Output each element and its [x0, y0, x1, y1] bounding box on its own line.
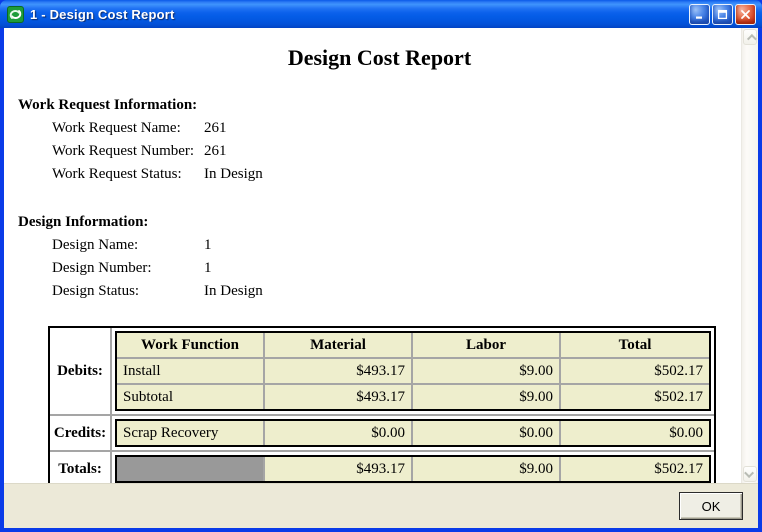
- minimize-button[interactable]: [689, 3, 710, 25]
- debits-label: Debits:: [50, 328, 112, 414]
- footer-bar: OK: [4, 483, 758, 528]
- field-value: 1: [204, 260, 212, 276]
- total-cell: $502.17: [559, 385, 709, 409]
- titlebar[interactable]: 1 - Design Cost Report: [0, 0, 762, 28]
- labor-cell: $0.00: [411, 421, 559, 445]
- minimize-icon: [696, 16, 702, 19]
- field-label: Design Name:: [52, 237, 139, 253]
- field-label: Work Request Number:: [52, 143, 195, 159]
- table-row: Scrap Recovery $0.00 $0.00 $0.00: [117, 421, 709, 445]
- column-header: Labor: [411, 333, 559, 357]
- field-value: 1: [204, 237, 212, 253]
- cost-table: Debits: Work Function Material Labor Tot…: [48, 326, 716, 483]
- credits-table: Scrap Recovery $0.00 $0.00 $0.00: [115, 419, 711, 447]
- info-row: Design Name: 1: [18, 234, 741, 257]
- maximize-icon: [717, 9, 728, 19]
- window-title: 1 - Design Cost Report: [30, 6, 175, 22]
- design-section: Design Information: Design Name: 1 Desig…: [18, 211, 741, 303]
- field-label: Work Request Status:: [52, 166, 182, 182]
- scroll-up-button[interactable]: [743, 29, 757, 45]
- close-icon: [741, 9, 750, 19]
- work-request-section: Work Request Information: Work Request N…: [18, 94, 741, 186]
- work-function-cell: Subtotal: [117, 385, 263, 409]
- table-header-row: Work Function Material Labor Total: [117, 333, 709, 357]
- close-button[interactable]: [735, 3, 756, 25]
- chevron-down-icon: [743, 467, 754, 478]
- total-cell: $502.17: [559, 359, 709, 383]
- totals-blank-cell: [117, 457, 263, 481]
- work-function-cell: Scrap Recovery: [117, 421, 263, 445]
- material-cell: $493.17: [263, 385, 411, 409]
- totals-section: Totals: $493.17 $9.00 $502.17: [50, 450, 714, 483]
- chevron-up-icon: [746, 33, 757, 44]
- field-value: 261: [204, 120, 227, 136]
- scroll-down-button[interactable]: [743, 466, 757, 482]
- credits-section: Credits: Scrap Recovery $0.00 $0.00 $0.0…: [50, 414, 714, 450]
- totals-label: Totals:: [50, 452, 112, 483]
- debits-body: Work Function Material Labor Total Insta…: [112, 328, 714, 414]
- column-header: Work Function: [117, 333, 263, 357]
- field-value: 261: [204, 143, 227, 159]
- design-header: Design Information:: [18, 214, 149, 230]
- material-cell: $493.17: [263, 457, 411, 481]
- table-row: Subtotal $493.17 $9.00 $502.17: [117, 383, 709, 409]
- maximize-button[interactable]: [712, 3, 733, 25]
- info-row: Design Status: In Design: [18, 280, 741, 303]
- total-cell: $502.17: [559, 457, 709, 481]
- ok-button[interactable]: OK: [679, 492, 743, 520]
- window-controls: [689, 3, 756, 25]
- debits-section: Debits: Work Function Material Labor Tot…: [50, 328, 714, 414]
- debits-table: Work Function Material Labor Total Insta…: [115, 331, 711, 411]
- info-row: Work Request Number: 261: [18, 140, 741, 163]
- field-label: Work Request Name:: [52, 120, 181, 136]
- material-cell: $0.00: [263, 421, 411, 445]
- table-row: Install $493.17 $9.00 $502.17: [117, 357, 709, 383]
- material-cell: $493.17: [263, 359, 411, 383]
- credits-label: Credits:: [50, 416, 112, 450]
- labor-cell: $9.00: [411, 457, 559, 481]
- page-title: Design Cost Report: [287, 45, 472, 70]
- field-label: Design Number:: [52, 260, 152, 276]
- info-row: Work Request Name: 261: [18, 117, 741, 140]
- table-row: $493.17 $9.00 $502.17: [117, 457, 709, 481]
- vertical-scrollbar[interactable]: [741, 28, 758, 483]
- labor-cell: $9.00: [411, 359, 559, 383]
- report-content-area: Design Cost Report Work Request Informat…: [4, 28, 758, 483]
- field-value: In Design: [204, 166, 263, 182]
- info-row: Work Request Status: In Design: [18, 163, 741, 186]
- column-header: Material: [263, 333, 411, 357]
- labor-cell: $9.00: [411, 385, 559, 409]
- work-function-cell: Install: [117, 359, 263, 383]
- totals-table: $493.17 $9.00 $502.17: [115, 455, 711, 483]
- field-label: Design Status:: [52, 283, 140, 299]
- app-logo-icon: [7, 5, 24, 23]
- work-request-header: Work Request Information:: [18, 97, 198, 113]
- field-value: In Design: [204, 283, 263, 299]
- credits-body: Scrap Recovery $0.00 $0.00 $0.00: [112, 416, 714, 450]
- info-row: Design Number: 1: [18, 257, 741, 280]
- column-header: Total: [559, 333, 709, 357]
- totals-body: $493.17 $9.00 $502.17: [112, 452, 714, 483]
- design-cost-report: Design Cost Report Work Request Informat…: [4, 28, 741, 483]
- total-cell: $0.00: [559, 421, 709, 445]
